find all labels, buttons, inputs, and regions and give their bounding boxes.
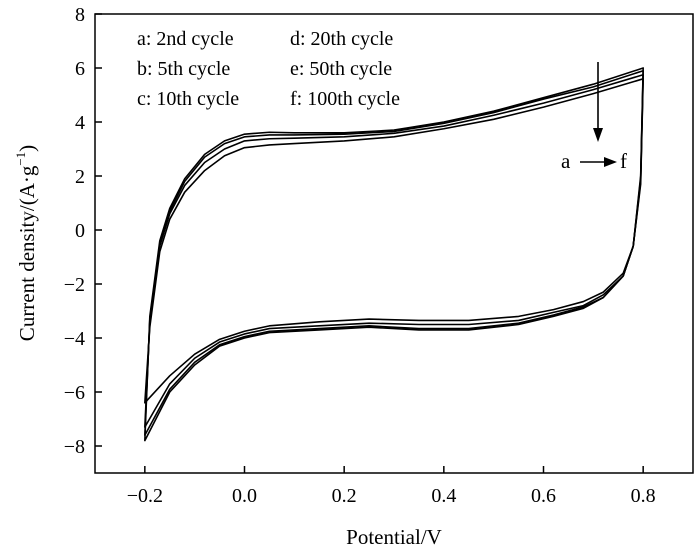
ticks-group: −0.2 0.0 0.2 0.4 0.6 0.8 −8 −6 −4 −2 0 2 4 6 8	[64, 4, 656, 507]
annotation-start-label: a	[561, 149, 571, 173]
y-tick-label: −8	[64, 436, 85, 458]
x-tick-label: 0.4	[431, 485, 456, 507]
right-arrow-icon	[604, 157, 617, 167]
series-line-c	[144, 73, 644, 428]
y-axis-label-main: Current density/(A·g	[15, 165, 39, 341]
x-tick-label: 0.8	[631, 485, 656, 507]
legend-entry-d: d: 20th cycle	[290, 28, 393, 50]
y-tick-label: −6	[64, 382, 85, 404]
y-tick-label: −2	[64, 274, 85, 296]
series-line-a	[144, 67, 644, 442]
x-tick-label: 0.2	[332, 485, 357, 507]
y-axis-label-sup: −1	[13, 152, 28, 166]
y-axis-label-close: )	[15, 145, 39, 152]
annotation-end-label: f	[620, 149, 627, 173]
series-line-f	[144, 78, 644, 404]
down-arrow-icon	[593, 128, 603, 142]
legend-entry-e: e: 50th cycle	[290, 58, 392, 80]
series-group	[144, 67, 644, 442]
legend-entry-b: b: 5th cycle	[137, 58, 230, 80]
series-line-b	[144, 69, 644, 436]
y-tick-label: 6	[75, 58, 85, 80]
y-tick-label: 4	[75, 112, 85, 134]
legend-entry-f: f: 100th cycle	[290, 88, 400, 110]
y-tick-label: 0	[75, 220, 85, 242]
y-tick-label: −4	[64, 328, 85, 350]
y-tick-label: 8	[75, 4, 85, 26]
legend-entry-c: c: 10th cycle	[137, 88, 239, 110]
legend-entry-a: a: 2nd cycle	[137, 28, 234, 50]
x-tick-label: 0.6	[531, 485, 556, 507]
x-axis-label: Potential/V	[346, 525, 442, 549]
legend: a: 2nd cycle b: 5th cycle c: 10th cycle …	[137, 28, 400, 110]
cycle-trend-annotation: a f	[561, 62, 627, 173]
x-tick-label: −0.2	[127, 485, 163, 507]
y-axis-label: Current density/(A·g−1)	[13, 145, 39, 341]
plot-frame	[94, 13, 694, 474]
x-tick-label: 0.0	[232, 485, 257, 507]
y-tick-label: 2	[75, 166, 85, 188]
